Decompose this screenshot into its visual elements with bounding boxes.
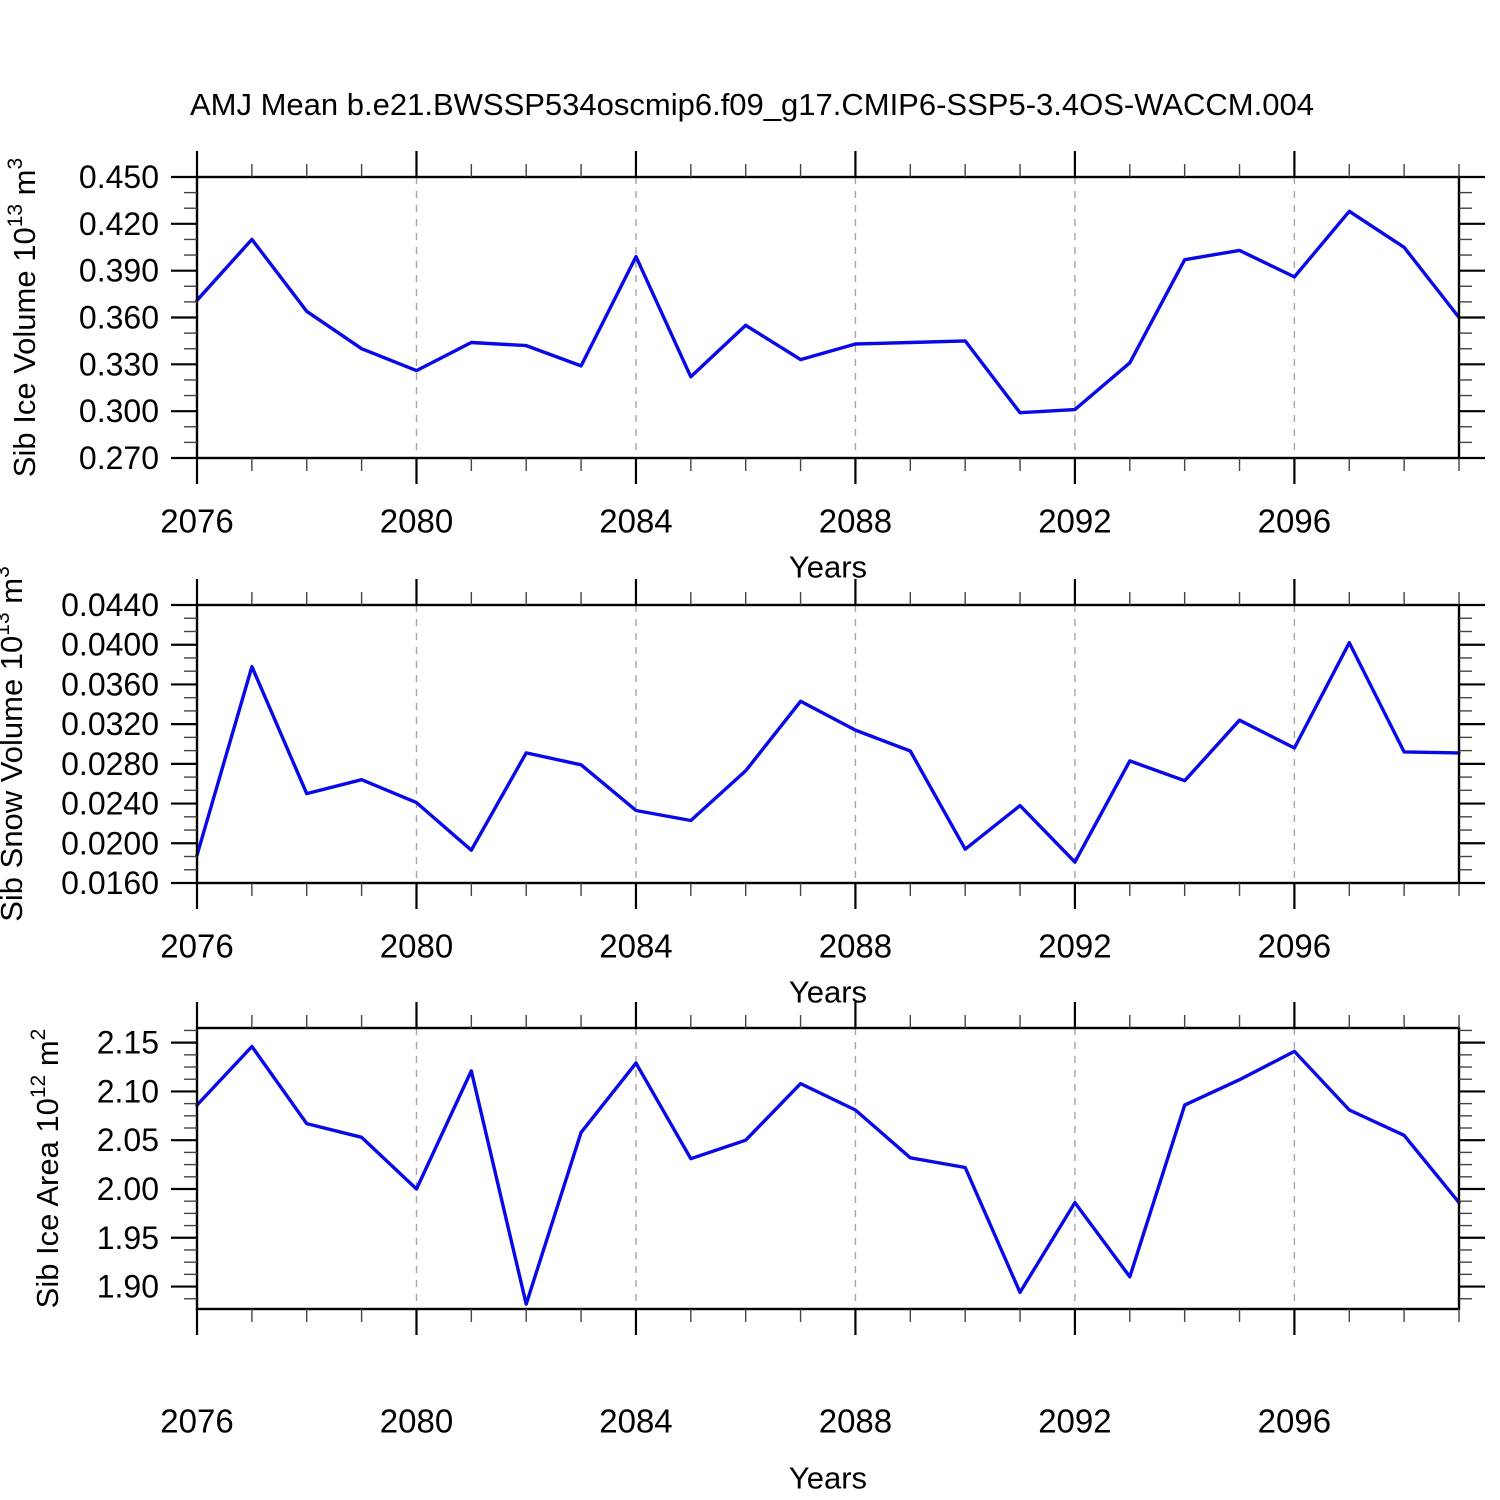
y-tick-label: 0.0360 [61,666,159,702]
y-tick-label: 0.0400 [61,627,159,663]
x-axis-title: Years [789,550,867,585]
x-tick-label: 2076 [160,503,233,540]
y-tick-label: 1.95 [97,1220,159,1256]
x-tick-label: 2084 [599,928,672,965]
panel-sib-ice-volume: 0.270 0.300 0.330 0.360 0.390 0.420 0.450 2076 2… [4,151,1485,585]
y-axis-title: Sib Ice Volume 1013 m3 [4,158,42,477]
x-axis-title: Years [789,975,867,1010]
x-tick-label: 2088 [819,503,892,540]
x-tick-label: 2088 [819,1403,892,1440]
x-ticks [195,151,1460,484]
x-tick-label: 2088 [819,928,892,965]
plot-frame [195,603,1461,885]
y-tick-label: 0.390 [79,253,159,289]
y-tick-label: 0.300 [79,393,159,429]
y-tick-label: 0.360 [79,300,159,336]
y-tick-label: 0.0320 [61,706,159,742]
y-tick-label: 2.05 [97,1122,159,1158]
x-tick-label: 2096 [1258,928,1331,965]
y-tick-label: 2.00 [97,1171,159,1207]
x-tick-label: 2076 [160,928,233,965]
x-tick-label: 2092 [1038,928,1111,965]
y-tick-label: 0.0440 [61,587,159,623]
y-axis-title: Sib Ice Area 1012 m2 [27,1029,65,1309]
x-tick-label: 2084 [599,1403,672,1440]
y-tick-label: 0.420 [79,206,159,242]
y-tick-label: 0.270 [79,440,159,476]
y-tick-label: 0.0200 [61,825,159,861]
x-tick-label: 2080 [380,928,453,965]
y-tick-label: 0.0280 [61,746,159,782]
y-tick-label: 2.15 [97,1025,159,1061]
x-ticks [195,579,1460,909]
x-tick-label: 2096 [1258,1403,1331,1440]
y-ticks: 0.270 0.300 0.330 0.360 0.390 0.420 0.450 [79,159,1485,476]
x-tick-label: 2092 [1038,1403,1111,1440]
y-tick-label: 0.450 [79,159,159,195]
x-ticks [195,1002,1460,1335]
panel-sib-snow-volume: 0.01600.02000.02400.02800.03200.03600.04… [0,566,1485,1010]
x-tick-label: 2096 [1258,503,1331,540]
data-line-sib-ice-area [195,1044,1461,1306]
y-tick-label: 0.0160 [61,865,159,901]
plot-title: AMJ Mean b.e21.BWSSP534oscmip6.f09_g17.C… [190,87,1314,122]
plot-frame [195,175,1461,460]
y-tick-label: 1.90 [97,1269,159,1305]
y-tick-label: 2.10 [97,1073,159,1109]
data-line-sib-ice-volume [195,209,1461,415]
x-tick-label: 2080 [380,1403,453,1440]
y-tick-label: 0.0240 [61,786,159,822]
x-tick-label: 2076 [160,1403,233,1440]
y-ticks: 1.90 1.95 2.00 2.05 2.10 2.15 [97,1025,1485,1305]
x-tick-label: 2080 [380,503,453,540]
x-tick-label: 2092 [1038,503,1111,540]
y-tick-label: 0.330 [79,346,159,382]
y-ticks: 0.01600.02000.02400.02800.03200.03600.04… [61,587,1485,901]
x-tick-label: 2084 [599,503,672,540]
data-line-sib-snow-volume [195,641,1461,864]
plot-frame [195,1026,1461,1311]
panel-sib-ice-area: 1.90 1.95 2.00 2.05 2.10 2.15 2076 2080 2084 2088… [27,1002,1485,1496]
y-axis-title: Sib Snow Volume 1013 m3 [0,566,29,922]
x-axis-title: Years [789,1461,867,1496]
